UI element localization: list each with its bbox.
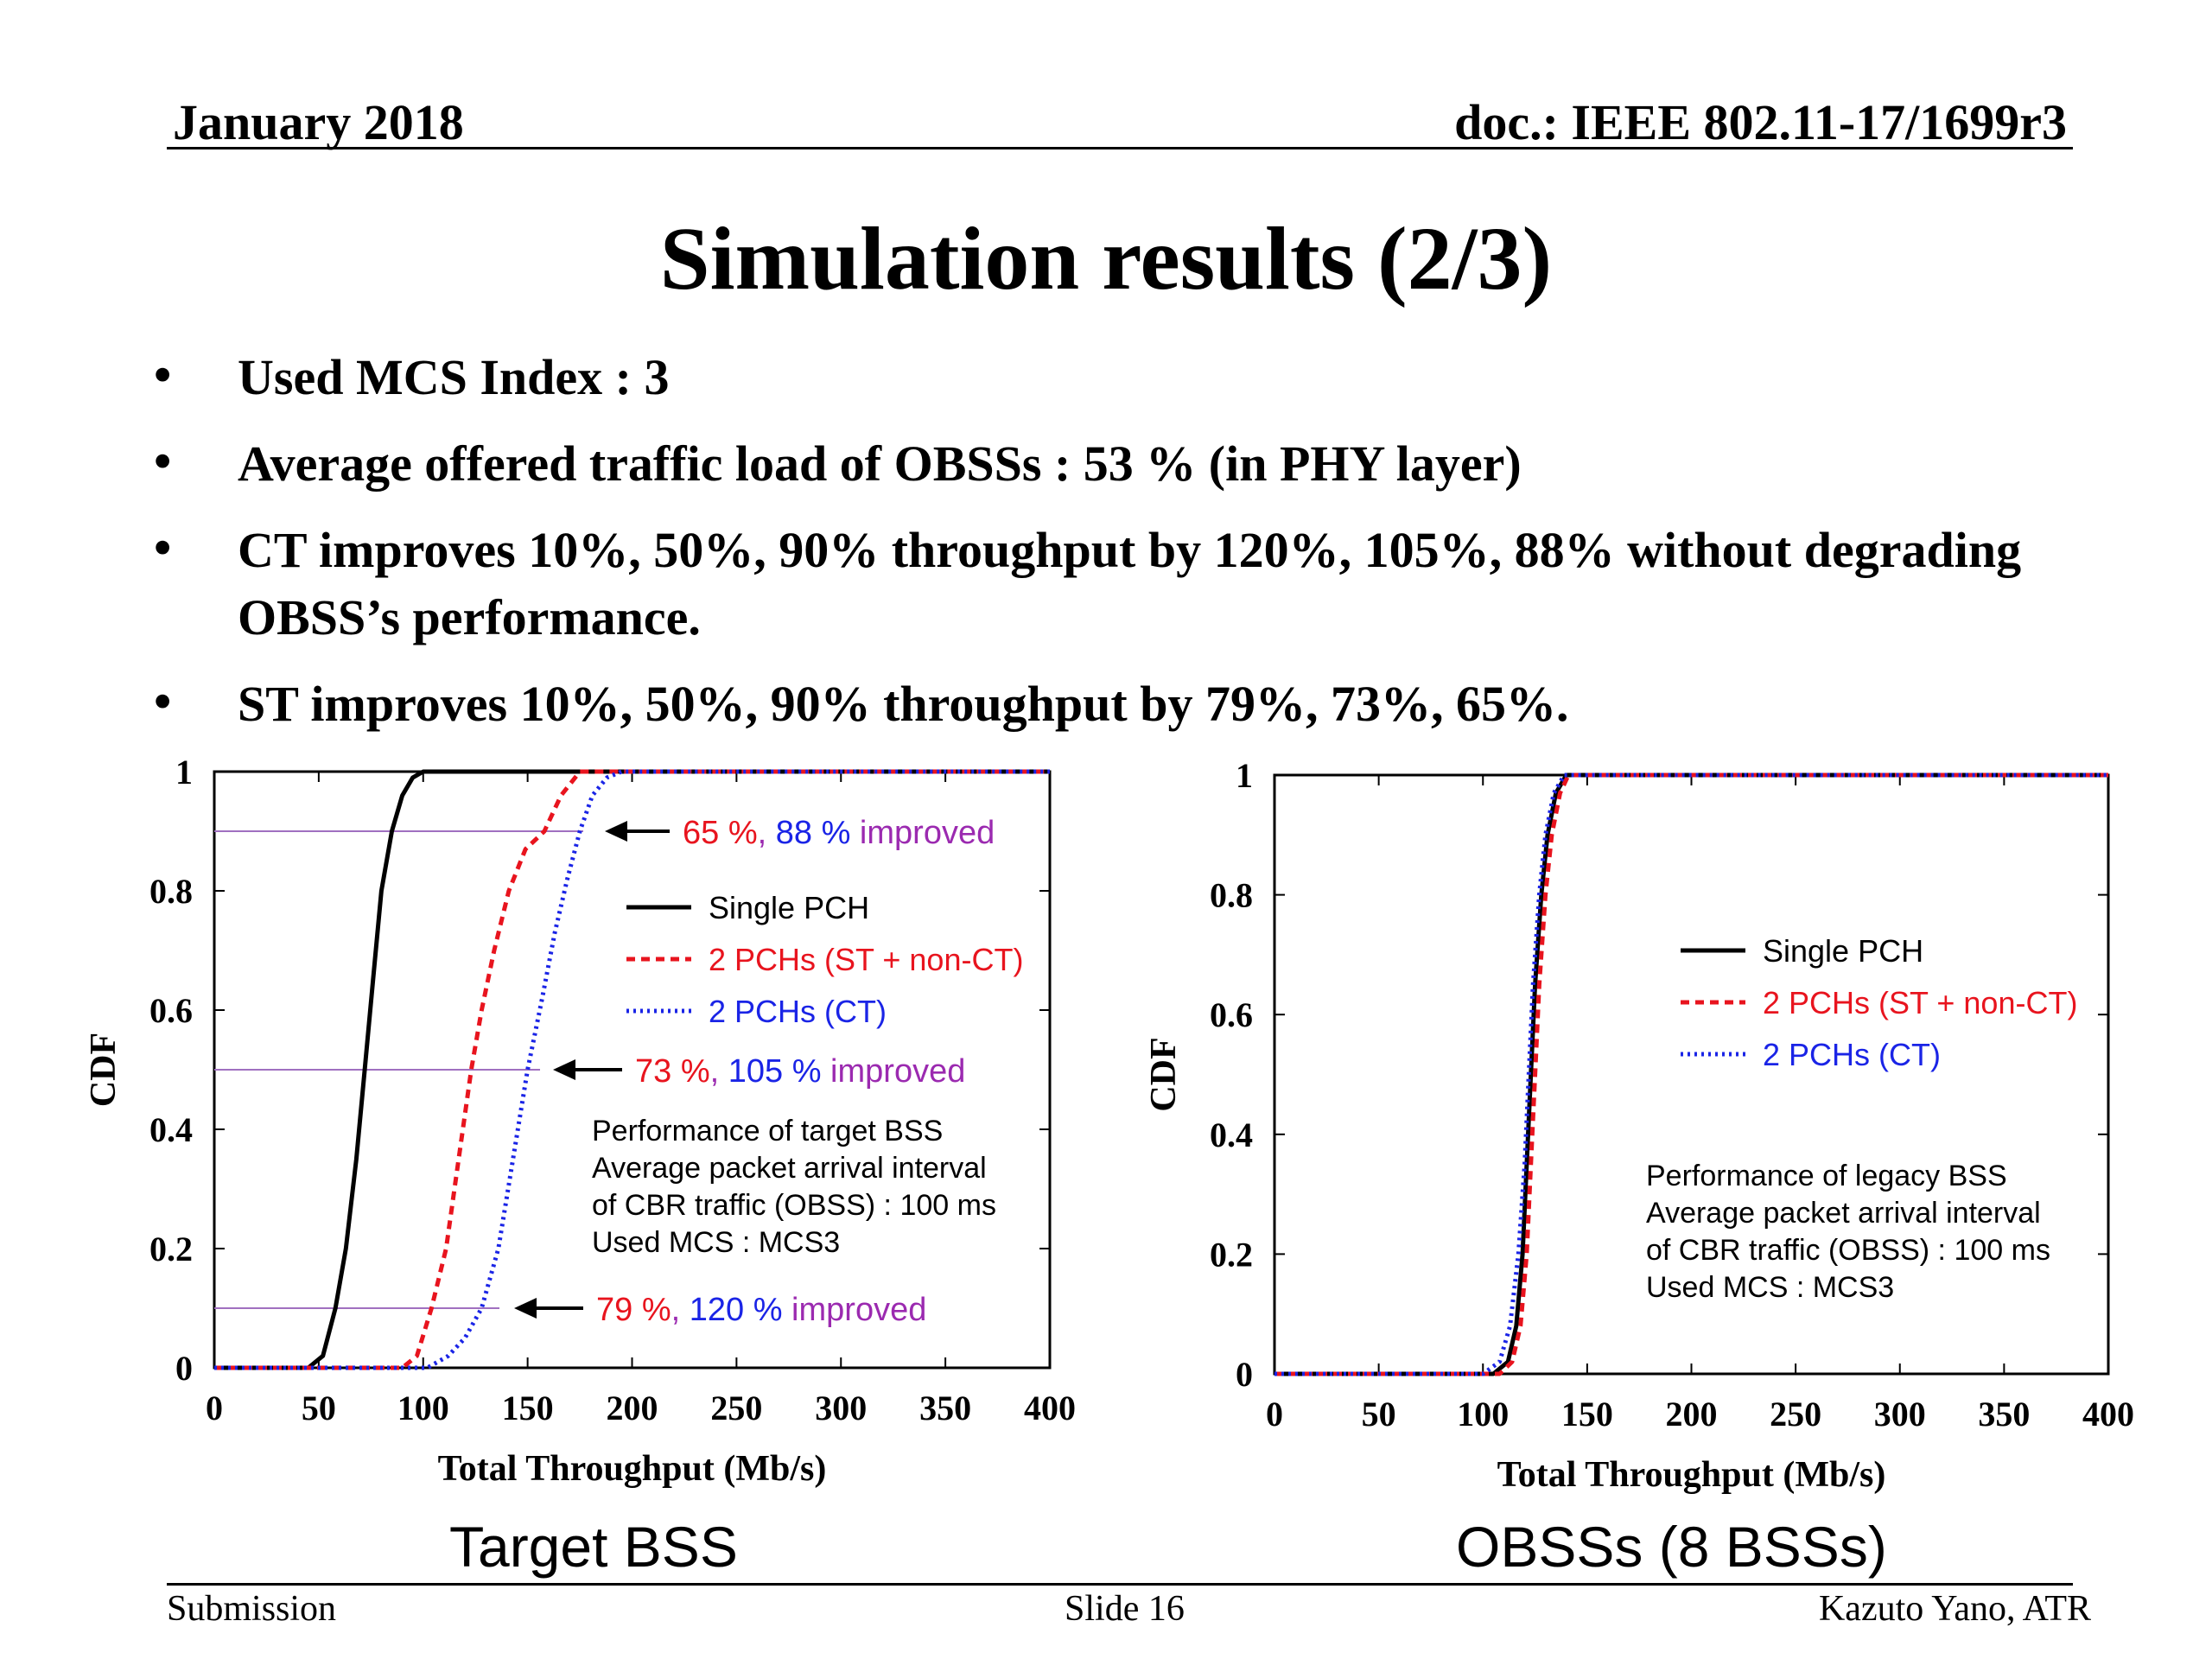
footer-author: Kazuto Yano, ATR xyxy=(1818,1589,2091,1629)
legend-label: Single PCH xyxy=(709,890,869,925)
bullet-text: ST improves 10%, 50%, 90% throughput by … xyxy=(238,676,1569,732)
x-tick-label: 200 xyxy=(1666,1395,1718,1433)
x-tick-label: 100 xyxy=(1457,1395,1509,1433)
bullet-text: CT improves 10%, 50%, 90% throughput by … xyxy=(238,522,2022,645)
x-tick-label: 250 xyxy=(710,1389,762,1427)
x-tick-label: 50 xyxy=(302,1389,336,1427)
bullet-text: Average offered traffic load of OBSSs : … xyxy=(238,435,1522,492)
header-doc-id: doc.: IEEE 802.11-17/1699r3 xyxy=(1454,94,2067,150)
annotation-text: Performance of target BSS xyxy=(592,1115,943,1147)
bullet-text: Used MCS Index : 3 xyxy=(238,349,670,405)
series-line-2-pchs-ct- xyxy=(214,769,1050,1370)
annotation-text: of CBR traffic (OBSS) : 100 ms xyxy=(592,1189,996,1222)
x-tick-label: 0 xyxy=(206,1389,223,1427)
x-tick-label: 400 xyxy=(2082,1395,2134,1433)
y-axis-label: CDF xyxy=(1144,1037,1184,1111)
y-tick-label: 1 xyxy=(1236,756,1253,795)
y-tick-label: 0.4 xyxy=(149,1110,193,1149)
y-tick-label: 0.2 xyxy=(1210,1235,1253,1274)
legend-label: 2 PCHs (CT) xyxy=(1763,1037,1941,1072)
y-tick-label: 0 xyxy=(1236,1355,1253,1394)
bullet-marker: • xyxy=(154,346,172,403)
y-tick-label: 0 xyxy=(175,1349,193,1388)
bullet-marker: • xyxy=(154,519,172,575)
series-line-2-pchs-ct- xyxy=(1274,772,2108,1376)
header-date: January 2018 xyxy=(173,94,464,150)
x-tick-label: 50 xyxy=(1362,1395,1396,1433)
x-tick-label: 350 xyxy=(1978,1395,2030,1433)
series-line-2-pchs-st-non-ct- xyxy=(1274,772,2108,1376)
slide-title: Simulation results (2/3) xyxy=(659,209,1553,308)
chart-caption-target: Target BSS xyxy=(449,1515,738,1579)
chart-caption-obss: OBSSs (8 BSSs) xyxy=(1456,1515,1887,1579)
annotation-text: Average packet arrival interval xyxy=(1646,1197,2041,1230)
x-tick-label: 400 xyxy=(1024,1389,1076,1427)
legend-label: 2 PCHs (ST + non-CT) xyxy=(1763,985,2077,1020)
x-axis-label: Total Throughput (Mb/s) xyxy=(1497,1455,1886,1495)
x-tick-label: 150 xyxy=(1561,1395,1613,1433)
x-axis-label: Total Throughput (Mb/s) xyxy=(438,1449,827,1489)
bullet-marker: • xyxy=(154,433,172,489)
x-tick-label: 300 xyxy=(1874,1395,1926,1433)
x-tick-label: 200 xyxy=(607,1389,658,1427)
series-line-2-pchs-st-non-ct- xyxy=(214,769,1050,1370)
legend-label: 2 PCHs (CT) xyxy=(709,994,887,1029)
x-tick-label: 0 xyxy=(1266,1395,1283,1433)
footer-rule xyxy=(167,1583,2073,1586)
footer-slide-number: Slide 16 xyxy=(1065,1589,1185,1629)
x-tick-label: 150 xyxy=(502,1389,554,1427)
x-tick-label: 350 xyxy=(919,1389,971,1427)
annotation-text: Performance of legacy BSS xyxy=(1646,1160,2007,1192)
footer-submission: Submission xyxy=(167,1589,337,1629)
header-rule xyxy=(167,147,2073,149)
y-tick-label: 0.4 xyxy=(1210,1116,1253,1154)
y-tick-label: 0.6 xyxy=(1210,995,1253,1034)
x-tick-label: 250 xyxy=(1770,1395,1821,1433)
x-tick-label: 100 xyxy=(397,1389,449,1427)
y-tick-label: 0.8 xyxy=(149,872,193,911)
x-tick-label: 300 xyxy=(815,1389,867,1427)
y-tick-label: 0.8 xyxy=(1210,876,1253,915)
annotation-arrowhead xyxy=(605,821,627,842)
series-line-single-pch xyxy=(1274,772,2108,1376)
annotation-text: Used MCS : MCS3 xyxy=(592,1226,840,1259)
annotation-text: Average packet arrival interval xyxy=(592,1152,987,1185)
y-tick-label: 1 xyxy=(175,753,193,791)
y-tick-label: 0.6 xyxy=(149,991,193,1030)
annotation-text: Used MCS : MCS3 xyxy=(1646,1271,1894,1304)
annotation-arrowhead xyxy=(514,1298,537,1319)
improvement-label: 65 %, 88 % improved xyxy=(683,815,995,851)
annotation-text: of CBR traffic (OBSS) : 100 ms xyxy=(1646,1234,2050,1267)
legend-label: 2 PCHs (ST + non-CT) xyxy=(709,942,1023,977)
bullet-marker: • xyxy=(154,673,172,729)
improvement-label: 73 %, 105 % improved xyxy=(635,1053,965,1090)
y-axis-label: CDF xyxy=(84,1033,124,1107)
legend-label: Single PCH xyxy=(1763,933,1923,969)
series-line-single-pch xyxy=(214,769,1050,1370)
improvement-label: 79 %, 120 % improved xyxy=(596,1292,926,1328)
annotation-arrowhead xyxy=(553,1059,575,1080)
y-tick-label: 0.2 xyxy=(149,1230,193,1268)
